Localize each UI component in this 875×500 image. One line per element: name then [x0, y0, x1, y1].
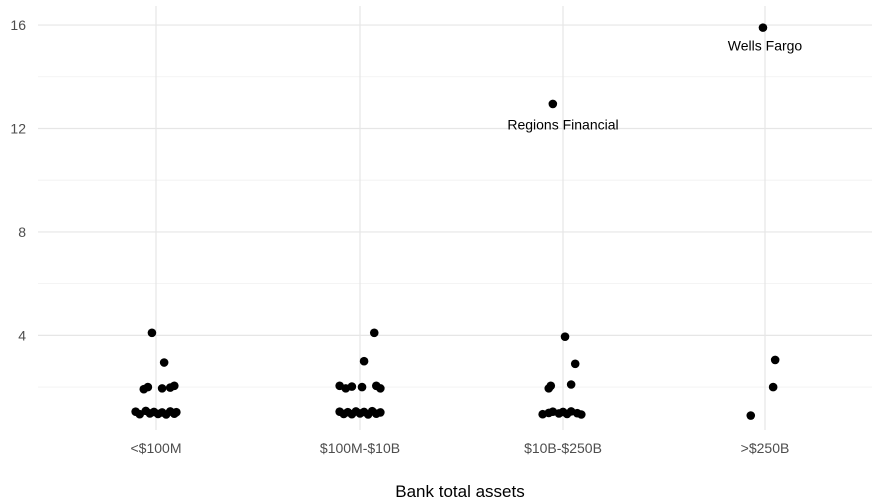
data-point [544, 384, 554, 393]
data-point [157, 384, 167, 393]
x-tick-label: $100M-$10B [320, 440, 400, 456]
data-point [560, 332, 570, 341]
y-tick-label: 16 [10, 17, 26, 33]
data-point [566, 380, 576, 389]
y-tick-label: 8 [18, 224, 26, 240]
data-point [139, 384, 149, 394]
data-point [746, 411, 756, 420]
x-tick-label: >$250B [741, 440, 790, 456]
data-point [159, 358, 169, 367]
data-point [347, 382, 357, 391]
data-point [359, 356, 369, 366]
data-point [770, 355, 780, 365]
y-axis-ticks: 4 8 12 16 [10, 17, 26, 343]
point-annotation: Wells Fargo [728, 38, 803, 54]
x-axis-ticks: <$100M $100M-$10B $10B-$250B >$250B [131, 440, 790, 456]
data-point [369, 328, 379, 338]
data-point [570, 359, 580, 369]
data-points [131, 23, 780, 420]
point-annotation: Regions Financial [507, 117, 618, 133]
x-axis-title: Bank total assets [395, 482, 524, 500]
y-tick-label: 12 [10, 120, 26, 136]
x-tick-label: <$100M [131, 440, 182, 456]
data-point [758, 23, 768, 32]
data-point [376, 384, 385, 393]
data-point [577, 410, 586, 419]
data-point [357, 382, 367, 392]
data-point [172, 407, 181, 417]
annotations: Wells Fargo Regions Financial [507, 38, 802, 133]
x-tick-label: $10B-$250B [524, 440, 602, 456]
y-tick-label: 4 [18, 327, 26, 343]
data-point [165, 383, 175, 392]
grid [38, 6, 872, 430]
data-point [376, 408, 385, 417]
data-point [768, 382, 778, 392]
data-point [548, 99, 558, 109]
data-point [147, 328, 157, 338]
